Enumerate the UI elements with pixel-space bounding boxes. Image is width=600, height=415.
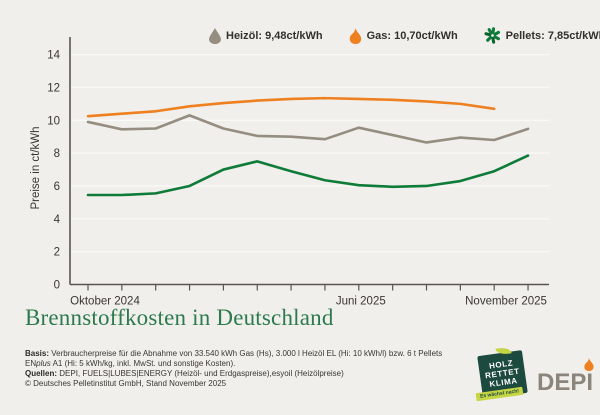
depi-logo-text: DEPI	[537, 369, 594, 396]
depi-logo: DEPI	[537, 358, 597, 396]
holz-rettet-klima-badge: HOLZ RETTET KLIMA Es wächst nach!	[475, 345, 534, 409]
y-tick-label: 12	[47, 82, 60, 94]
y-tick-label: 10	[47, 115, 60, 127]
y-tick-label: 6	[54, 181, 60, 193]
depi-flame-icon	[584, 358, 594, 371]
y-tick-label: 14	[47, 50, 60, 62]
legend-item-heizoel: Heizöl: 9,48ct/kWh	[209, 27, 323, 44]
y-tick-label: 0	[54, 280, 60, 292]
y-tick-label: 8	[54, 148, 60, 160]
sources-note: Quellen: DEPI, FUELS|LUBES|ENERGY (Heizö…	[25, 369, 473, 379]
basis-label: Basis:	[25, 349, 50, 358]
basis-text-2b: plus	[36, 358, 51, 368]
series-line-heizl	[86, 114, 530, 144]
page-title: Brennstoffkosten in Deutschland	[25, 305, 334, 330]
y-tick-label: 4	[54, 214, 61, 226]
chart-legend: Heizöl: 9,48ct/kWh Gas: 10,70ct/kWh	[209, 27, 600, 44]
legend-item-gas: Gas: 10,70ct/kWh	[349, 27, 458, 44]
copyright-note: © Deutsches Pelletinstitut GmbH, Stand N…	[25, 378, 227, 388]
series-line-gas	[86, 96, 496, 118]
legend-label-pellets: Pellets: 7,85ct/kWh	[505, 29, 600, 42]
x-tick-label: November 2025	[465, 296, 547, 308]
basis-text-2a: EN	[25, 358, 37, 368]
quellen-label: Quellen:	[25, 368, 58, 378]
y-tick-label: 2	[54, 247, 60, 259]
x-tick-label: Juni 2025	[336, 296, 386, 308]
oil-drop-icon	[209, 27, 221, 44]
basis-text-2c: A1 (Hi: 5 kWh/kg, inkl. MwSt. und sonsti…	[50, 358, 236, 368]
x-tick-label: Oktober 2024	[70, 296, 140, 308]
pellets-icon	[484, 27, 500, 44]
basis-note: Basis: Verbraucherpreise für die Abnahme…	[25, 349, 473, 369]
basis-text: Verbraucherpreise für die Abnahme von 33…	[49, 349, 443, 358]
legend-label-gas: Gas: 10,70ct/kWh	[366, 29, 458, 42]
legend-item-pellets: Pellets: 7,85ct/kWh	[484, 27, 600, 44]
legend-label-heizoel: Heizöl: 9,48ct/kWh	[226, 29, 323, 42]
series-line-pellets	[86, 154, 530, 197]
footnotes: Basis: Verbraucherpreise für die Abnahme…	[25, 349, 473, 389]
quellen-text: DEPI, FUELS|LUBES|ENERGY (Heizöl- und Er…	[57, 368, 344, 378]
flame-icon	[349, 27, 361, 44]
y-axis-label: Preise in ct/kWh	[30, 126, 42, 209]
